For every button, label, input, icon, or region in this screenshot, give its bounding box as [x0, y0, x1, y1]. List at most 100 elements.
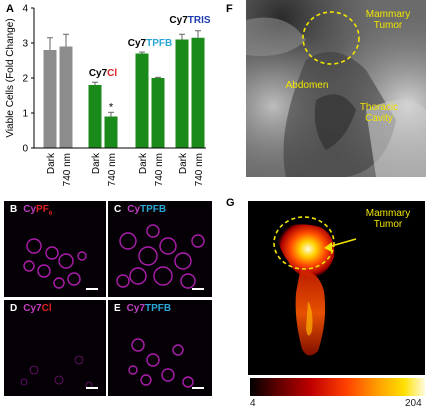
cell [37, 264, 51, 278]
cell [174, 252, 192, 270]
scale-bar [192, 387, 204, 389]
cell [45, 246, 59, 260]
bar-chart-axis: 0 1 2 3 4 Viable Cells (Fold Change) Dark 740 n… [5, 4, 211, 187]
fluorescence-signal [273, 216, 357, 356]
bar-chart-bars [43, 30, 205, 148]
y-tick-label: 1 [22, 109, 28, 120]
bar-chart-viable-cells: 0 1 2 3 4 Viable Cells (Fold Change) Dark 740 n… [5, 4, 211, 187]
label-suffix-b: PF [36, 204, 49, 215]
panel-letter-d: D [10, 303, 18, 314]
x-tick-label: Dark [178, 152, 189, 174]
group-label: Cy7Cl [89, 68, 118, 79]
label-suffix-e: TPFB [145, 303, 172, 314]
cell [172, 344, 184, 356]
panel-letter-e: E [114, 303, 121, 314]
cell [153, 266, 173, 286]
colorbar-max-label: 204 [405, 398, 422, 409]
cell [26, 238, 42, 254]
photo-mouse-grayscale [246, 0, 426, 177]
cell [23, 260, 35, 272]
x-tick-label: Dark [91, 152, 102, 174]
label-abdomen: Abdomen [285, 80, 329, 91]
x-tick-label: Dark [46, 152, 57, 174]
y-tick-label: 2 [22, 74, 28, 85]
group-label: Cy7TRIS [169, 15, 210, 26]
scale-bar [86, 288, 98, 290]
y-tick-label: 0 [22, 144, 28, 155]
panel-letter-f: F [226, 3, 233, 15]
cell [191, 234, 205, 248]
cell [54, 375, 64, 385]
cell [161, 368, 175, 382]
group-label-prefix: Cy7 [169, 15, 188, 26]
micro-cells-d [20, 355, 93, 389]
y-tick-label: 3 [22, 39, 28, 50]
label-prefix-b: Cy [23, 204, 37, 215]
x-tick-label: 740 nm [62, 153, 73, 186]
cell [119, 232, 137, 250]
label-prefix-d: Cy7 [23, 303, 42, 314]
bar [151, 78, 165, 148]
label-mammary-tumor-f: Mammary Tumor [365, 9, 411, 31]
tumor-outline-circle [273, 216, 335, 270]
panel-letter-g: G [226, 197, 235, 209]
y-axis-label: Viable Cells (Fold Change) [5, 18, 16, 137]
label-mammary-tumor-g: Mammary Tumor [365, 208, 411, 230]
label-suffix-c: TPFB [140, 204, 167, 215]
cell [116, 274, 130, 288]
micro-label-b: B CyPF6 [10, 204, 52, 217]
scale-bar [86, 387, 98, 389]
y-tick-label: 4 [22, 4, 28, 15]
colorbar-min-label: 4 [250, 398, 256, 409]
group-label-suffix: TPFB [146, 38, 172, 49]
micro-panel-b: B CyPF6 [4, 201, 106, 297]
cell [77, 251, 87, 261]
cell [146, 224, 160, 238]
tumor-arrow [327, 238, 357, 248]
scale-bar [192, 288, 204, 290]
micro-cells-e [128, 338, 194, 388]
x-tick-label: 740 nm [194, 153, 205, 186]
micro-panel-e: E Cy7TPFB [108, 300, 212, 396]
bar [59, 46, 73, 148]
cell [138, 246, 158, 266]
x-tick-label: Dark [138, 152, 149, 174]
cell [159, 237, 177, 255]
group-label-prefix: Cy7 [128, 38, 147, 49]
group-label: Cy7TPFB [128, 38, 172, 49]
micro-cells-c [116, 224, 205, 289]
fluorescence-image [248, 201, 425, 375]
x-tick-label: 740 nm [154, 153, 165, 186]
micro-label-c: C CyTPFB [114, 204, 166, 215]
micro-panel-c: C CyTPFB [108, 201, 212, 297]
cell [131, 338, 145, 352]
micro-cells-b [23, 238, 87, 289]
cell [53, 277, 65, 289]
photo-mouse-image [246, 0, 426, 177]
label-sub-b: 6 [48, 211, 53, 217]
bar [175, 39, 189, 148]
significance-star: * [109, 101, 114, 113]
cell [146, 353, 160, 367]
micro-panel-d: D Cy7Cl [4, 300, 106, 396]
cell [128, 365, 138, 375]
label-suffix-d: Cl [41, 303, 52, 314]
panel-letter-b: B [10, 204, 18, 215]
tumor-outline-circle [302, 11, 360, 65]
cell [129, 267, 147, 285]
cell [74, 355, 84, 365]
x-tick-label: 740 nm [107, 153, 118, 186]
tumor-arrow-head [324, 242, 332, 252]
cell [182, 376, 194, 388]
colorbar [250, 378, 425, 396]
group-label-prefix: Cy7 [89, 68, 108, 79]
micro-label-e: E Cy7TPFB [114, 303, 171, 314]
bar [43, 50, 57, 148]
bar [88, 85, 102, 148]
cell [58, 253, 74, 269]
cell [67, 272, 81, 286]
bar [191, 37, 205, 148]
group-label-suffix: TRIS [188, 15, 211, 26]
bar [104, 116, 118, 148]
cell [29, 365, 39, 375]
